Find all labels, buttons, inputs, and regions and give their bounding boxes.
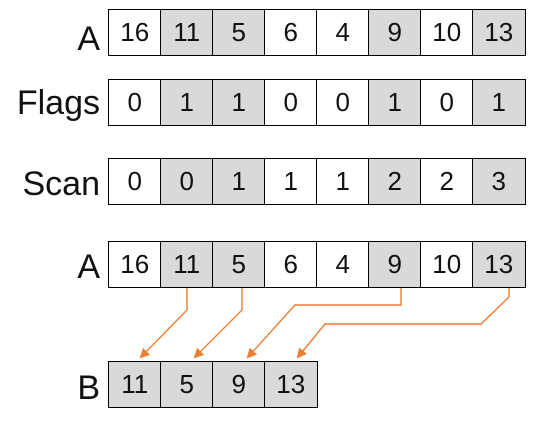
array-cell: 9 — [368, 241, 422, 288]
arrow-11 — [139, 288, 188, 359]
array-b: 11 5 9 13 — [108, 361, 318, 408]
array-scan: 0 0 1 1 1 2 2 3 — [108, 158, 526, 205]
array-flags: 0 1 1 0 0 1 0 1 — [108, 79, 526, 126]
row-label-b: B — [77, 369, 100, 407]
arrow-5 — [193, 288, 243, 359]
array-cell: 1 — [368, 79, 422, 126]
array-cell: 0 — [264, 79, 318, 126]
array-cell: 11 — [108, 361, 162, 408]
row-label-a-top: A — [77, 20, 100, 58]
array-cell: 1 — [212, 158, 266, 205]
array-cell: 2 — [420, 158, 474, 205]
row-label-a-bottom: A — [77, 248, 100, 286]
array-cell: 6 — [264, 241, 318, 288]
arrow-13 — [296, 288, 510, 359]
array-cell: 1 — [160, 79, 214, 126]
array-cell: 1 — [316, 158, 370, 205]
array-cell: 0 — [420, 79, 474, 126]
array-cell: 2 — [368, 158, 422, 205]
array-a-bottom: 16 11 5 6 4 9 10 13 — [108, 241, 526, 288]
row-label-flags: Flags — [16, 84, 100, 122]
array-cell: 5 — [212, 9, 266, 56]
array-cell: 1 — [212, 79, 266, 126]
row-label-scan: Scan — [22, 165, 101, 203]
array-cell: 9 — [368, 9, 422, 56]
array-cell: 10 — [420, 241, 474, 288]
array-cell: 10 — [420, 9, 474, 56]
array-cell: 0 — [108, 79, 162, 126]
array-cell: 5 — [212, 241, 266, 288]
array-cell: 16 — [108, 9, 162, 56]
array-cell: 13 — [264, 361, 318, 408]
array-cell: 0 — [160, 158, 214, 205]
arrow-9 — [246, 288, 402, 359]
array-cell: 9 — [212, 361, 266, 408]
array-cell: 1 — [472, 79, 526, 126]
array-cell: 0 — [108, 158, 162, 205]
array-cell: 13 — [472, 241, 526, 288]
array-a-top: 16 11 5 6 4 9 10 13 — [108, 9, 526, 56]
array-cell: 3 — [472, 158, 526, 205]
array-cell: 6 — [264, 9, 318, 56]
array-cell: 11 — [160, 241, 214, 288]
array-cell: 13 — [472, 9, 526, 56]
array-cell: 16 — [108, 241, 162, 288]
